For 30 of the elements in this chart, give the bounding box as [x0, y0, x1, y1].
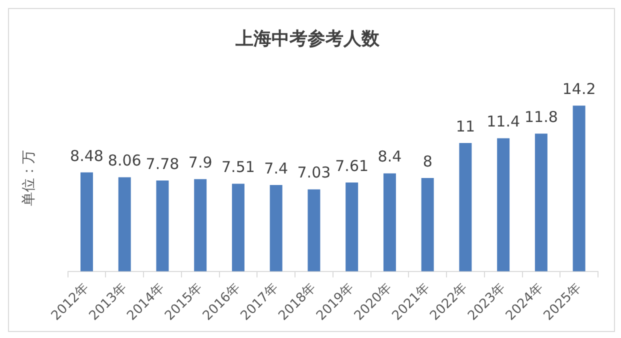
bar: [497, 138, 510, 272]
data-label: 11.4: [486, 112, 520, 131]
bar: [383, 173, 396, 272]
bar: [270, 184, 282, 272]
bar: [156, 180, 169, 272]
bar: [232, 184, 244, 272]
data-label: 7.78: [146, 154, 180, 173]
data-label: 7.9: [188, 154, 212, 172]
bar: [534, 134, 548, 272]
y-axis-title: 单位：万: [21, 150, 38, 206]
bar: [421, 178, 434, 272]
data-label: 8.4: [378, 148, 402, 166]
data-label: 14.2: [562, 80, 596, 98]
data-label: 8.48: [70, 146, 104, 165]
data-label: 7.51: [222, 158, 255, 176]
data-label: 11.8: [524, 108, 558, 126]
bar: [80, 172, 93, 272]
bar: [118, 177, 131, 272]
data-label: 8: [422, 152, 432, 170]
bar: [346, 182, 358, 272]
data-label: 8.06: [108, 152, 142, 170]
bar: [459, 142, 472, 272]
data-label: 7.61: [335, 156, 369, 175]
chart-title: 上海中考参考人数: [234, 28, 380, 50]
bar: [194, 179, 207, 272]
bar: [308, 189, 320, 272]
bar: [572, 106, 586, 272]
data-label: 11: [456, 117, 475, 136]
data-label: 7.4: [264, 159, 288, 178]
data-label: 7.03: [297, 164, 331, 182]
